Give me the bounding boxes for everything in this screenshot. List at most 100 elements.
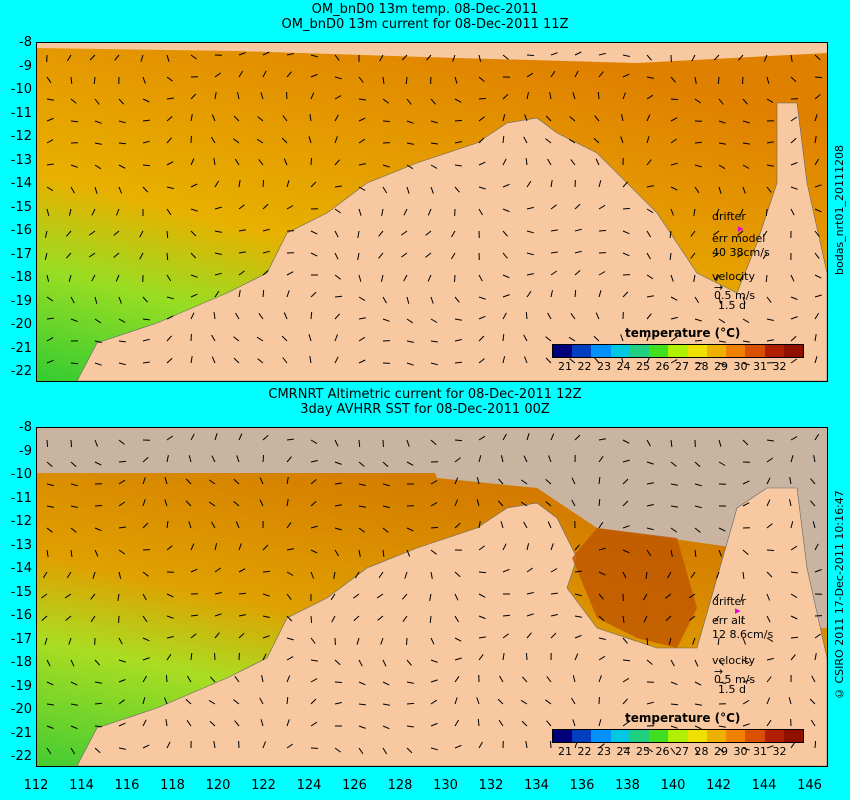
current-arrow [310,252,318,257]
current-arrow [789,477,792,485]
current-arrow [598,477,601,485]
current-arrow [646,208,654,214]
current-arrow [718,296,722,304]
current-arrow [286,53,294,56]
current-arrow [282,357,288,364]
current-arrow [190,652,193,661]
current-arrow [70,703,78,706]
current-arrow [718,725,726,728]
current-arrow [334,747,341,753]
current-arrow [257,116,264,122]
current-arrow [498,478,504,485]
current-arrow [790,186,798,190]
current-arrow [406,362,414,366]
current-arrow [406,296,410,304]
current-arrow [261,675,264,683]
current-arrow [117,593,120,601]
current-arrow [238,270,245,276]
current-arrow [454,637,462,642]
current-arrow [790,741,796,749]
current-arrow [526,613,534,617]
current-arrow [139,252,144,260]
colorbar-segment [726,345,746,357]
current-arrow [502,312,507,320]
current-arrow [358,117,366,122]
current-arrow [262,570,271,573]
current-arrow [401,252,408,258]
current-arrow [718,549,722,557]
current-arrow [233,336,240,342]
current-arrow [478,208,484,216]
current-arrow [334,114,339,122]
current-arrow [358,725,366,729]
top-title-line2: OM_bnD0 13m current for 08-Dec-2011 11Z [281,17,569,32]
current-arrow [670,725,678,729]
current-arrow [46,659,51,667]
current-arrow [665,593,672,599]
current-arrow [211,521,216,529]
current-arrow [498,719,504,727]
current-arrow [574,270,581,276]
current-arrow [814,356,818,364]
current-arrow [622,181,629,188]
current-arrow [406,527,414,532]
current-arrow [521,676,528,683]
current-arrow [118,479,126,485]
current-arrow [113,230,120,236]
current-arrow [598,655,606,661]
current-arrow [690,571,696,579]
current-arrow [737,230,744,236]
current-arrow [402,615,408,622]
current-arrow [94,549,99,557]
current-arrow [718,527,726,532]
current-arrow [478,335,485,342]
current-arrow [310,659,318,662]
colorbar-segment [764,345,784,357]
current-arrow [236,455,240,463]
current-arrow [526,543,530,551]
colorbar-segment [649,730,669,742]
current-arrow [334,504,342,507]
current-arrow [670,439,673,447]
colorbar-tick: 29 [714,745,728,758]
current-arrow [570,313,576,320]
current-arrow [739,274,744,282]
current-arrow [406,318,414,324]
current-arrow [574,615,582,618]
top-y-tick: -19 [10,293,32,309]
current-arrow [814,54,821,61]
current-arrow [742,679,750,683]
current-arrow [166,455,169,463]
current-arrow [425,252,432,258]
current-arrow [694,461,701,468]
current-arrow [762,230,768,238]
current-arrow [622,659,631,662]
colorbar-segment [649,345,669,357]
current-arrow [334,295,343,298]
current-arrow [166,315,174,320]
current-arrow [478,54,482,62]
current-arrow [765,208,768,217]
current-arrow [766,439,774,442]
current-arrow [166,593,174,598]
current-arrow [68,208,72,216]
current-arrow [406,725,414,728]
bottom-colorbar [552,729,804,743]
colorbar-segment [783,730,804,742]
current-arrow [358,76,364,83]
current-arrow [766,745,774,749]
current-arrow [813,455,816,463]
colorbar-tick: 21 [558,745,572,758]
bottom-velocity-arrow-icon: → [714,665,724,678]
current-arrow [94,439,98,447]
current-arrow [574,653,579,661]
current-arrow [454,697,458,705]
current-arrow [334,136,338,144]
current-arrow [382,164,390,168]
current-arrow [718,318,726,324]
current-arrow [766,549,775,551]
current-arrow [694,339,703,342]
colorbar-tick: 27 [675,360,689,373]
current-arrow [214,92,217,100]
current-arrow [286,696,289,705]
